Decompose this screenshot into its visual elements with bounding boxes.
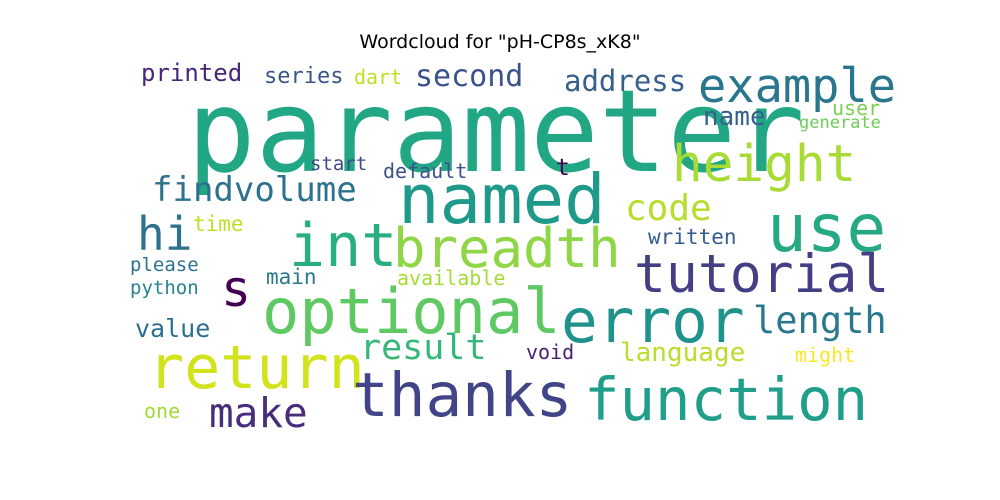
- word-t: t: [556, 155, 570, 181]
- word-height: height: [672, 135, 857, 194]
- word-int: int: [289, 211, 398, 281]
- word-return: return: [148, 333, 365, 403]
- word-available: available: [397, 266, 506, 290]
- word-optional: optional: [262, 275, 561, 348]
- word-use: use: [767, 190, 887, 267]
- word-name: name: [703, 102, 766, 132]
- word-code: code: [625, 188, 712, 229]
- word-language: language: [620, 338, 746, 368]
- word-start: start: [310, 153, 368, 175]
- word-series: series: [264, 64, 344, 89]
- word-named: named: [398, 160, 606, 240]
- word-one: one: [144, 399, 181, 423]
- word-second: second: [415, 59, 524, 94]
- word-main: main: [266, 265, 317, 289]
- word-value: value: [135, 314, 211, 343]
- word-user: user: [832, 96, 881, 120]
- word-example: example: [698, 59, 897, 114]
- word-printed: printed: [141, 59, 243, 87]
- word-time: time: [193, 212, 244, 236]
- word-findvolume: findvolume: [152, 170, 357, 210]
- word-default: default: [383, 159, 468, 183]
- word-function: function: [584, 365, 869, 434]
- word-generate: generate: [799, 113, 881, 133]
- word-make: make: [209, 389, 308, 437]
- word-written: written: [648, 225, 737, 249]
- word-s: s: [221, 260, 252, 318]
- word-might: might: [795, 343, 856, 367]
- word-length: length: [753, 299, 887, 342]
- word-python: python: [130, 277, 199, 299]
- word-please: please: [130, 254, 199, 276]
- word-address: address: [564, 64, 687, 98]
- word-parameter: parameter: [187, 65, 805, 198]
- word-result: result: [360, 328, 487, 368]
- word-dart: dart: [354, 65, 403, 89]
- chart-title: Wordcloud for "pH-CP8s_xK8": [359, 31, 641, 53]
- word-error: error: [561, 286, 745, 357]
- word-hi: hi: [137, 207, 193, 261]
- word-breadth: breadth: [393, 217, 621, 280]
- word-thanks: thanks: [352, 360, 573, 431]
- word-tutorial: tutorial: [634, 244, 890, 305]
- word-void: void: [526, 340, 575, 364]
